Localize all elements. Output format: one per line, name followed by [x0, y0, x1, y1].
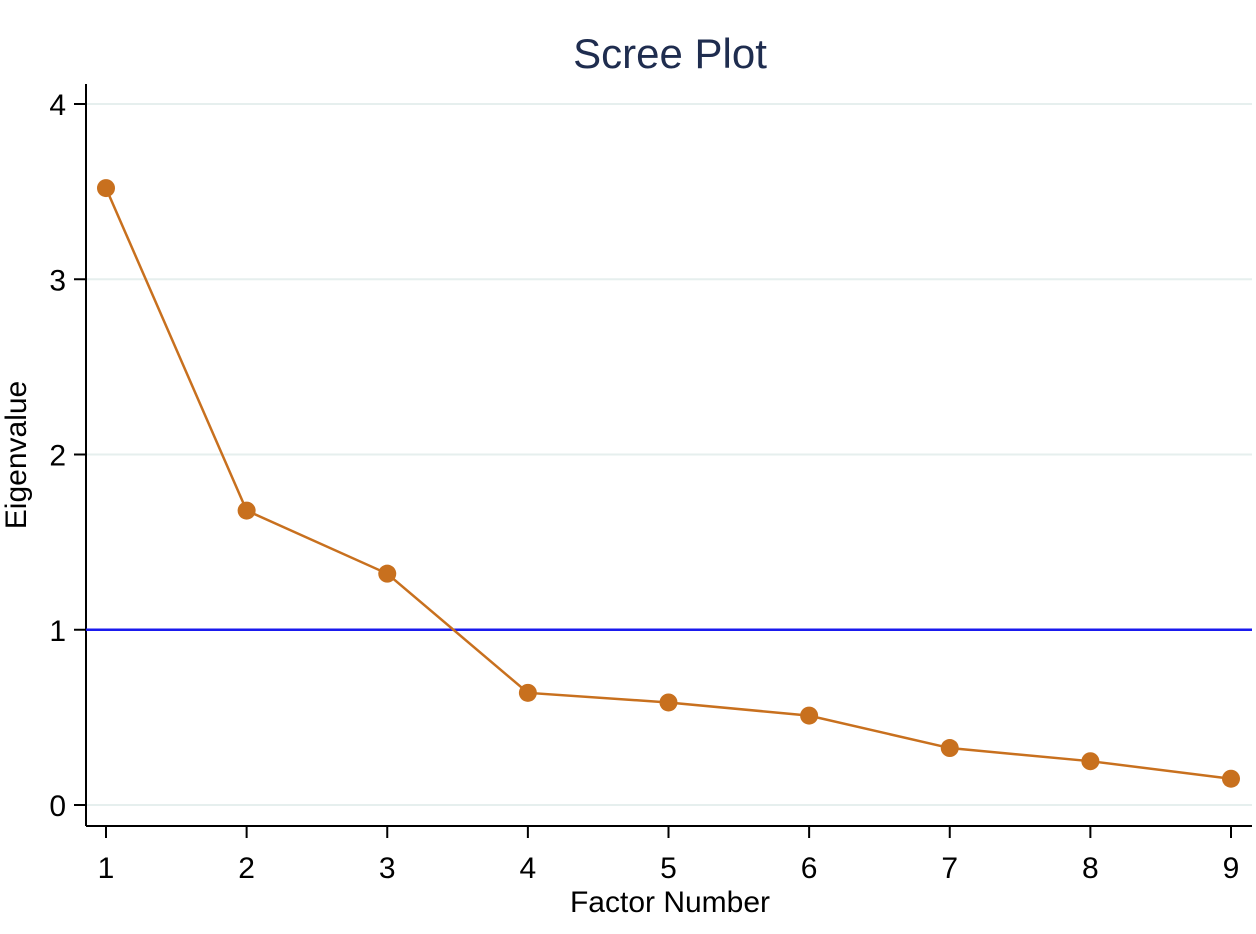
series-line	[104, 187, 1232, 780]
data-point	[1081, 752, 1100, 771]
y-tick-label: 0	[49, 790, 66, 823]
chart-title: Scree Plot	[573, 30, 767, 77]
x-tick-label: 7	[941, 852, 958, 885]
data-point	[378, 564, 397, 583]
y-tick-label: 1	[49, 615, 66, 648]
y-tick-label: 2	[49, 440, 66, 473]
data-point	[1222, 769, 1240, 788]
y-axis-label: Eigenvalue	[0, 381, 33, 529]
data-point	[237, 501, 256, 520]
x-tick-label: 8	[1082, 852, 1099, 885]
y-tick-label: 3	[49, 264, 66, 297]
data-point	[518, 683, 537, 702]
x-tick-label: 3	[379, 852, 396, 885]
data-point	[659, 693, 678, 712]
x-tick-label: 1	[98, 852, 115, 885]
data-point	[800, 706, 819, 725]
x-axis-ticks: 1 2 3 4 5 6 7 8 9	[98, 826, 1240, 885]
x-tick-label: 5	[660, 852, 677, 885]
data-point	[940, 739, 959, 758]
series-group	[97, 179, 1240, 788]
y-axis-ticks: 0 1 2 3 4	[49, 89, 86, 823]
x-tick-label: 2	[238, 852, 255, 885]
x-tick-label: 6	[801, 852, 818, 885]
data-point	[97, 179, 115, 198]
y-tick-label: 4	[49, 89, 66, 122]
x-tick-label: 9	[1223, 852, 1240, 885]
x-axis-label: Factor Number	[570, 886, 770, 919]
x-tick-label: 4	[520, 852, 537, 885]
